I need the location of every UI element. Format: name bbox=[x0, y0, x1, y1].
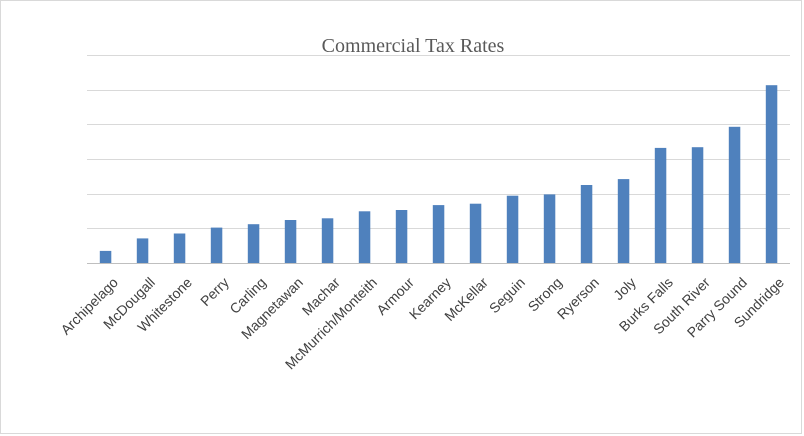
bar-kearney bbox=[432, 205, 445, 263]
grid-layer bbox=[87, 55, 790, 264]
x-tick-label: Seguin bbox=[486, 274, 528, 316]
bar-magnetawan bbox=[284, 220, 297, 263]
bar-machar bbox=[321, 218, 334, 263]
bar-armour bbox=[395, 210, 408, 263]
bar-perry bbox=[210, 227, 223, 263]
bar-archipelago bbox=[99, 250, 112, 263]
chart-title: Commercial Tax Rates bbox=[322, 35, 505, 57]
bars-layer bbox=[99, 85, 778, 263]
bar-strong bbox=[543, 194, 556, 263]
bar-seguin bbox=[506, 195, 519, 263]
bar-ryerson bbox=[580, 185, 593, 263]
x-tick-label: Ryerson bbox=[554, 274, 602, 322]
bar-south-river bbox=[691, 147, 704, 263]
bar-mcmurrich-monteith bbox=[358, 211, 371, 263]
bar-carling bbox=[247, 224, 260, 263]
bar-mckellar bbox=[469, 203, 482, 263]
bar-sundridge bbox=[765, 85, 778, 263]
bar-parry-sound bbox=[728, 126, 741, 263]
bar-mcdougall bbox=[136, 238, 149, 263]
x-tick-label: Joly bbox=[610, 274, 639, 303]
bar-joly bbox=[617, 179, 630, 263]
bar-whitestone bbox=[173, 233, 186, 263]
bar-burks-falls bbox=[654, 147, 667, 263]
